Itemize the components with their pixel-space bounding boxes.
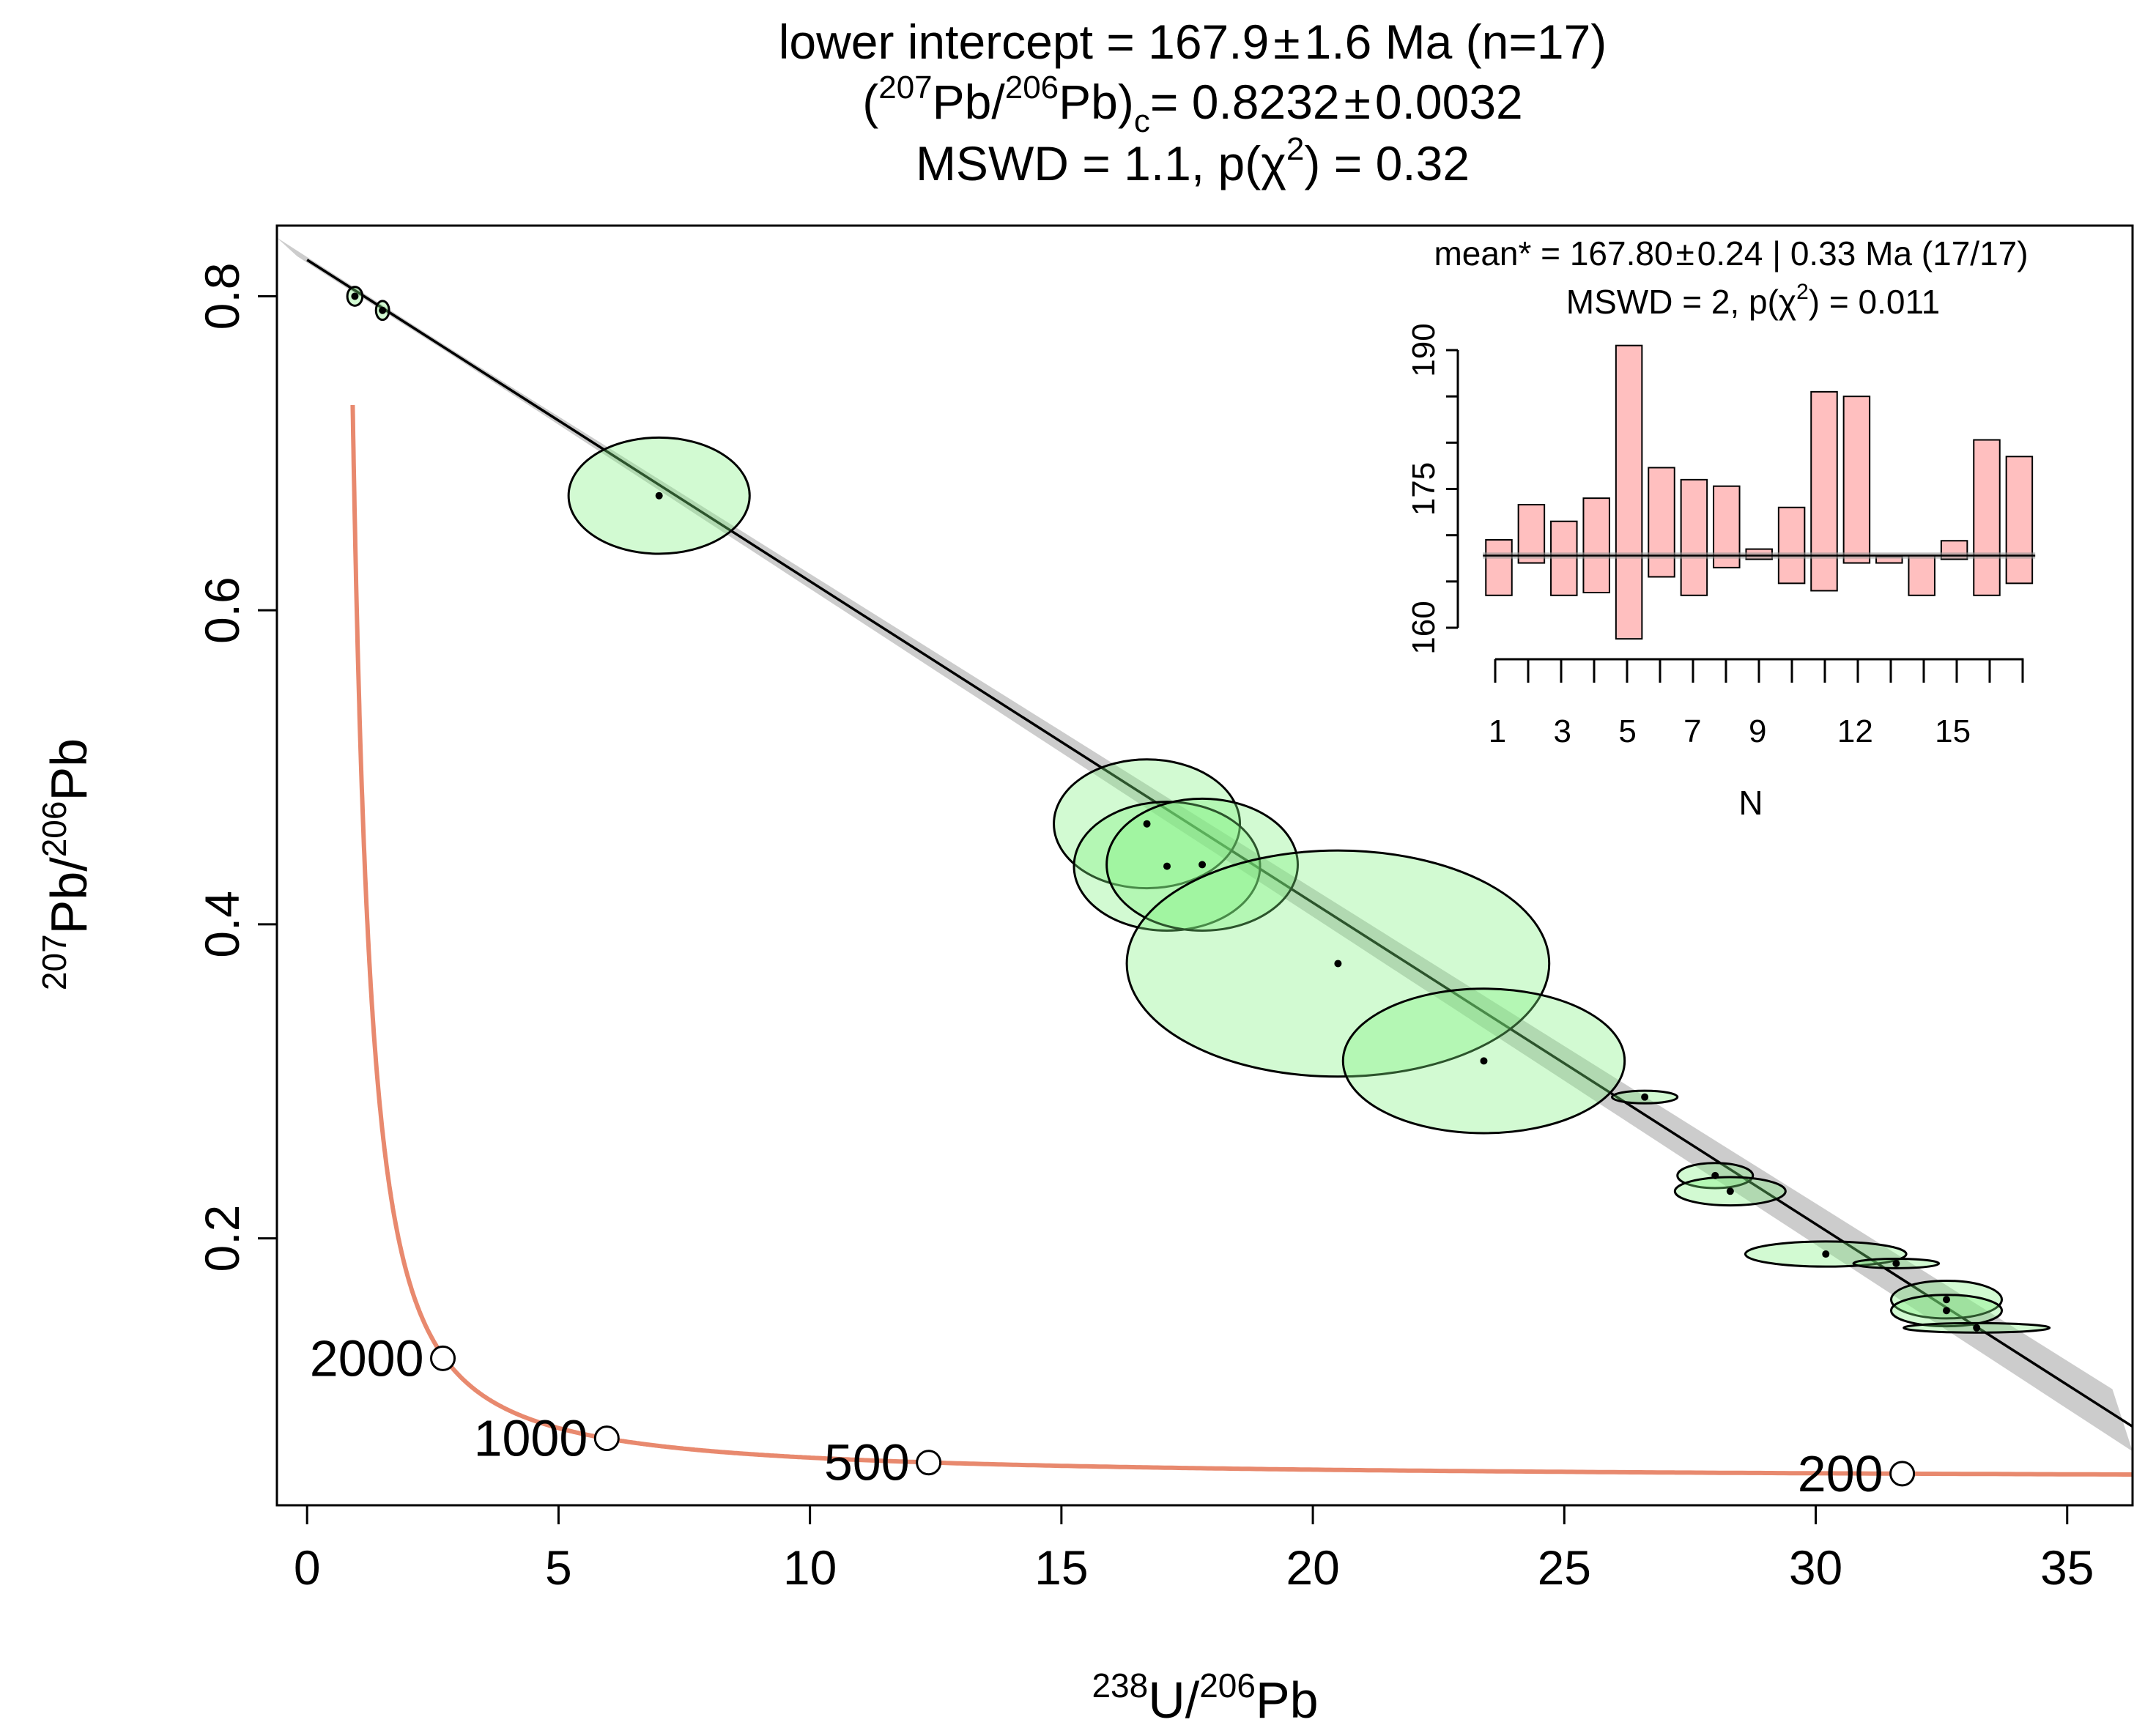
regression-layer (277, 237, 2133, 1452)
x-tick-label: 20 (1286, 1540, 1339, 1595)
inset-bars (1485, 344, 2034, 640)
concordia-age-marker (1889, 1461, 1916, 1487)
data-point (1480, 1057, 1488, 1065)
regression-confidence-band (277, 237, 2133, 1452)
x-tick-label: 0 (294, 1540, 321, 1595)
inset-bar (2005, 456, 2034, 585)
y-tick-label: 0.4 (195, 891, 249, 958)
concordia-age-marker (916, 1450, 942, 1476)
y-axis: 0.2 0.4 0.6 0.8 (195, 263, 278, 1272)
inset-x-tick-label: 7 (1683, 713, 1701, 749)
data-point (1973, 1324, 1981, 1332)
x-tick-label: 30 (1789, 1540, 1842, 1595)
x-tick-label: 25 (1538, 1540, 1591, 1595)
data-point (1711, 1171, 1719, 1179)
inset-bar (1842, 396, 1871, 564)
inset-mean (1483, 552, 2036, 559)
inset-y-tick-label: 160 (1406, 601, 1442, 654)
concordia-age-label: 500 (824, 1434, 910, 1491)
data-point (1334, 960, 1342, 968)
y-tick-label: 0.2 (195, 1205, 249, 1272)
inset-bar (1777, 506, 1806, 585)
x-axis: 0 5 10 15 20 25 30 35 (294, 1504, 2094, 1595)
inset-x-tick-label: 1 (1489, 713, 1506, 749)
data-point (1943, 1307, 1951, 1315)
inset-bar (1680, 478, 1708, 596)
inset-y-axis: 160 175 190 (1406, 323, 1459, 655)
chart-title-line-1: lower intercept = 167.9±1.6 Ma (n=17) (779, 15, 1607, 69)
data-point (379, 306, 387, 314)
x-axis-title: 238U/206Pb (1092, 1666, 1318, 1729)
inset-title-line-1: mean* = 167.80±0.24 | 0.33 Ma (17/17) (1434, 234, 2028, 272)
inset-x-tick-label: 12 (1837, 713, 1873, 749)
data-point (1143, 820, 1151, 828)
data-point (1726, 1187, 1734, 1195)
inset-x-axis: 1 3 5 7 9 12 15 (1489, 658, 2024, 749)
inset-x-tick-label: 5 (1618, 713, 1636, 749)
x-tick-label: 15 (1034, 1540, 1088, 1595)
ellipse-layer (346, 286, 2051, 1334)
data-point (1892, 1259, 1900, 1267)
data-point (1822, 1250, 1830, 1258)
chart-title-line-3: MSWD = 1.1, p(χ2) = 0.32 (916, 131, 1470, 190)
regression-line (306, 259, 2133, 1428)
inset-weighted-mean-plot: mean* = 167.80±0.24 | 0.33 Ma (17/17) MS… (1406, 234, 2036, 822)
inset-bar (1908, 554, 1935, 596)
inset-x-axis-title: N (1738, 784, 1763, 822)
x-tick-label: 10 (783, 1540, 837, 1595)
concordia-age-label: 200 (1798, 1445, 1883, 1502)
inset-x-tick-label: 3 (1554, 713, 1571, 749)
inset-y-tick-label: 190 (1406, 323, 1442, 376)
concordia-layer (350, 404, 2133, 1477)
x-tick-label: 5 (545, 1540, 572, 1595)
concordia-age-label: 2000 (310, 1329, 424, 1387)
chart-title-line-2: (207Pb/206Pb)c= 0.8232±0.0032 (862, 70, 1522, 139)
inset-bar (1973, 439, 2001, 596)
inset-bar (1615, 344, 1643, 640)
data-point (1163, 862, 1171, 870)
data-point (1641, 1093, 1649, 1101)
data-point (351, 292, 359, 300)
y-axis-title: 207Pb/206Pb (35, 738, 97, 990)
inset-title-line-2: MSWD = 2, p(χ2) = 0.011 (1566, 280, 1940, 321)
inset-bar (1582, 497, 1610, 593)
age-label-layer: 2000 1000 500 200 (310, 1329, 1916, 1502)
inset-y-tick-label: 175 (1406, 462, 1442, 516)
inset-bar (1810, 390, 1838, 592)
concordia-age-label: 1000 (474, 1410, 588, 1467)
inset-bar (1648, 467, 1675, 578)
data-point (1943, 1296, 1951, 1304)
y-tick-label: 0.8 (195, 263, 249, 330)
concordia-age-marker (593, 1425, 620, 1452)
inset-bar (1485, 538, 1513, 596)
concordia-age-marker (430, 1345, 456, 1371)
concordia-curve (350, 404, 2133, 1477)
data-point (1199, 861, 1207, 869)
data-point (655, 492, 663, 500)
y-tick-label: 0.6 (195, 576, 249, 644)
x-tick-label: 35 (2040, 1540, 2094, 1595)
inset-x-tick-label: 9 (1749, 713, 1766, 749)
inset-x-tick-label: 15 (1935, 713, 1971, 749)
